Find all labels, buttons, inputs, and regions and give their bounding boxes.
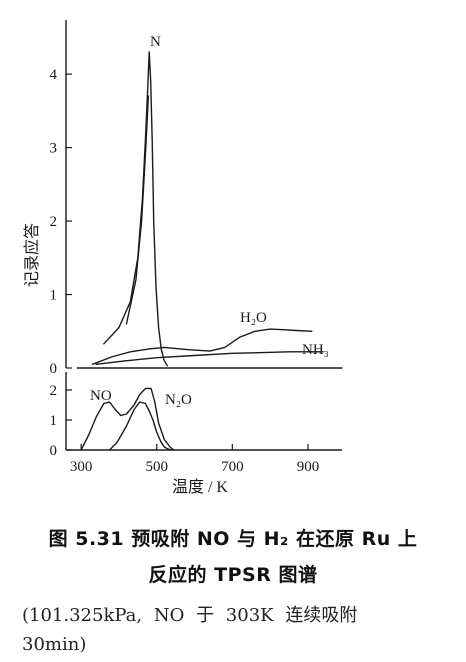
x-tick-label-900: 900 — [297, 459, 320, 475]
lower-y-tick-label-0: 0 — [50, 443, 58, 459]
upper-y-ticks: 0 1 2 3 4 — [50, 67, 72, 377]
figure-caption-title-line2: 反应的 TPSR 图谱 — [148, 564, 318, 586]
figure-caption-note: (101.325kPa, NO 于 303K 连续吸附 — [22, 605, 358, 626]
upper-y-tick-label-0: 0 — [50, 361, 58, 377]
x-ticks: 300 500 700 900 — [70, 444, 319, 475]
no-series-label: NO — [90, 388, 112, 404]
h2o-series-label: H₂O — [240, 310, 267, 326]
figure-caption-title: 图 5.31 预吸附 NO 与 H₂ 在还原 Ru 上 — [48, 528, 418, 550]
lower-y-ticks: 0 1 2 — [50, 383, 72, 459]
upper-y-tick-label-2: 2 — [50, 214, 58, 230]
lower-series-n-o — [108, 401, 173, 451]
upper-series-nh- — [95, 351, 324, 365]
x-tick-label-500: 500 — [145, 459, 168, 475]
nh3-series-label: NH₃ — [302, 342, 329, 358]
n-series-label: N — [150, 34, 161, 50]
upper-y-tick-label-4: 4 — [50, 67, 58, 83]
lower-y-tick-label-2: 2 — [50, 383, 58, 399]
lower-series-no — [80, 387, 175, 451]
y-axis-label: 记录应答 — [22, 223, 41, 287]
chart-axes — [65, 20, 342, 451]
figure-caption-note-line2: 30min) — [22, 634, 87, 655]
x-axis-label: 温度 / K — [172, 478, 228, 496]
upper-y-tick-label-1: 1 — [50, 288, 58, 304]
upper-series-n-shoulder — [125, 95, 150, 325]
series-layer — [76, 51, 343, 451]
lower-y-tick-label-1: 1 — [50, 413, 58, 429]
x-tick-label-300: 300 — [70, 459, 93, 475]
n2o-series-label: N₂O — [165, 392, 192, 408]
x-tick-label-700: 700 — [221, 459, 244, 475]
upper-series-n — [103, 51, 168, 367]
upper-y-tick-label-3: 3 — [50, 141, 58, 157]
upper-series-h-o — [91, 328, 313, 365]
